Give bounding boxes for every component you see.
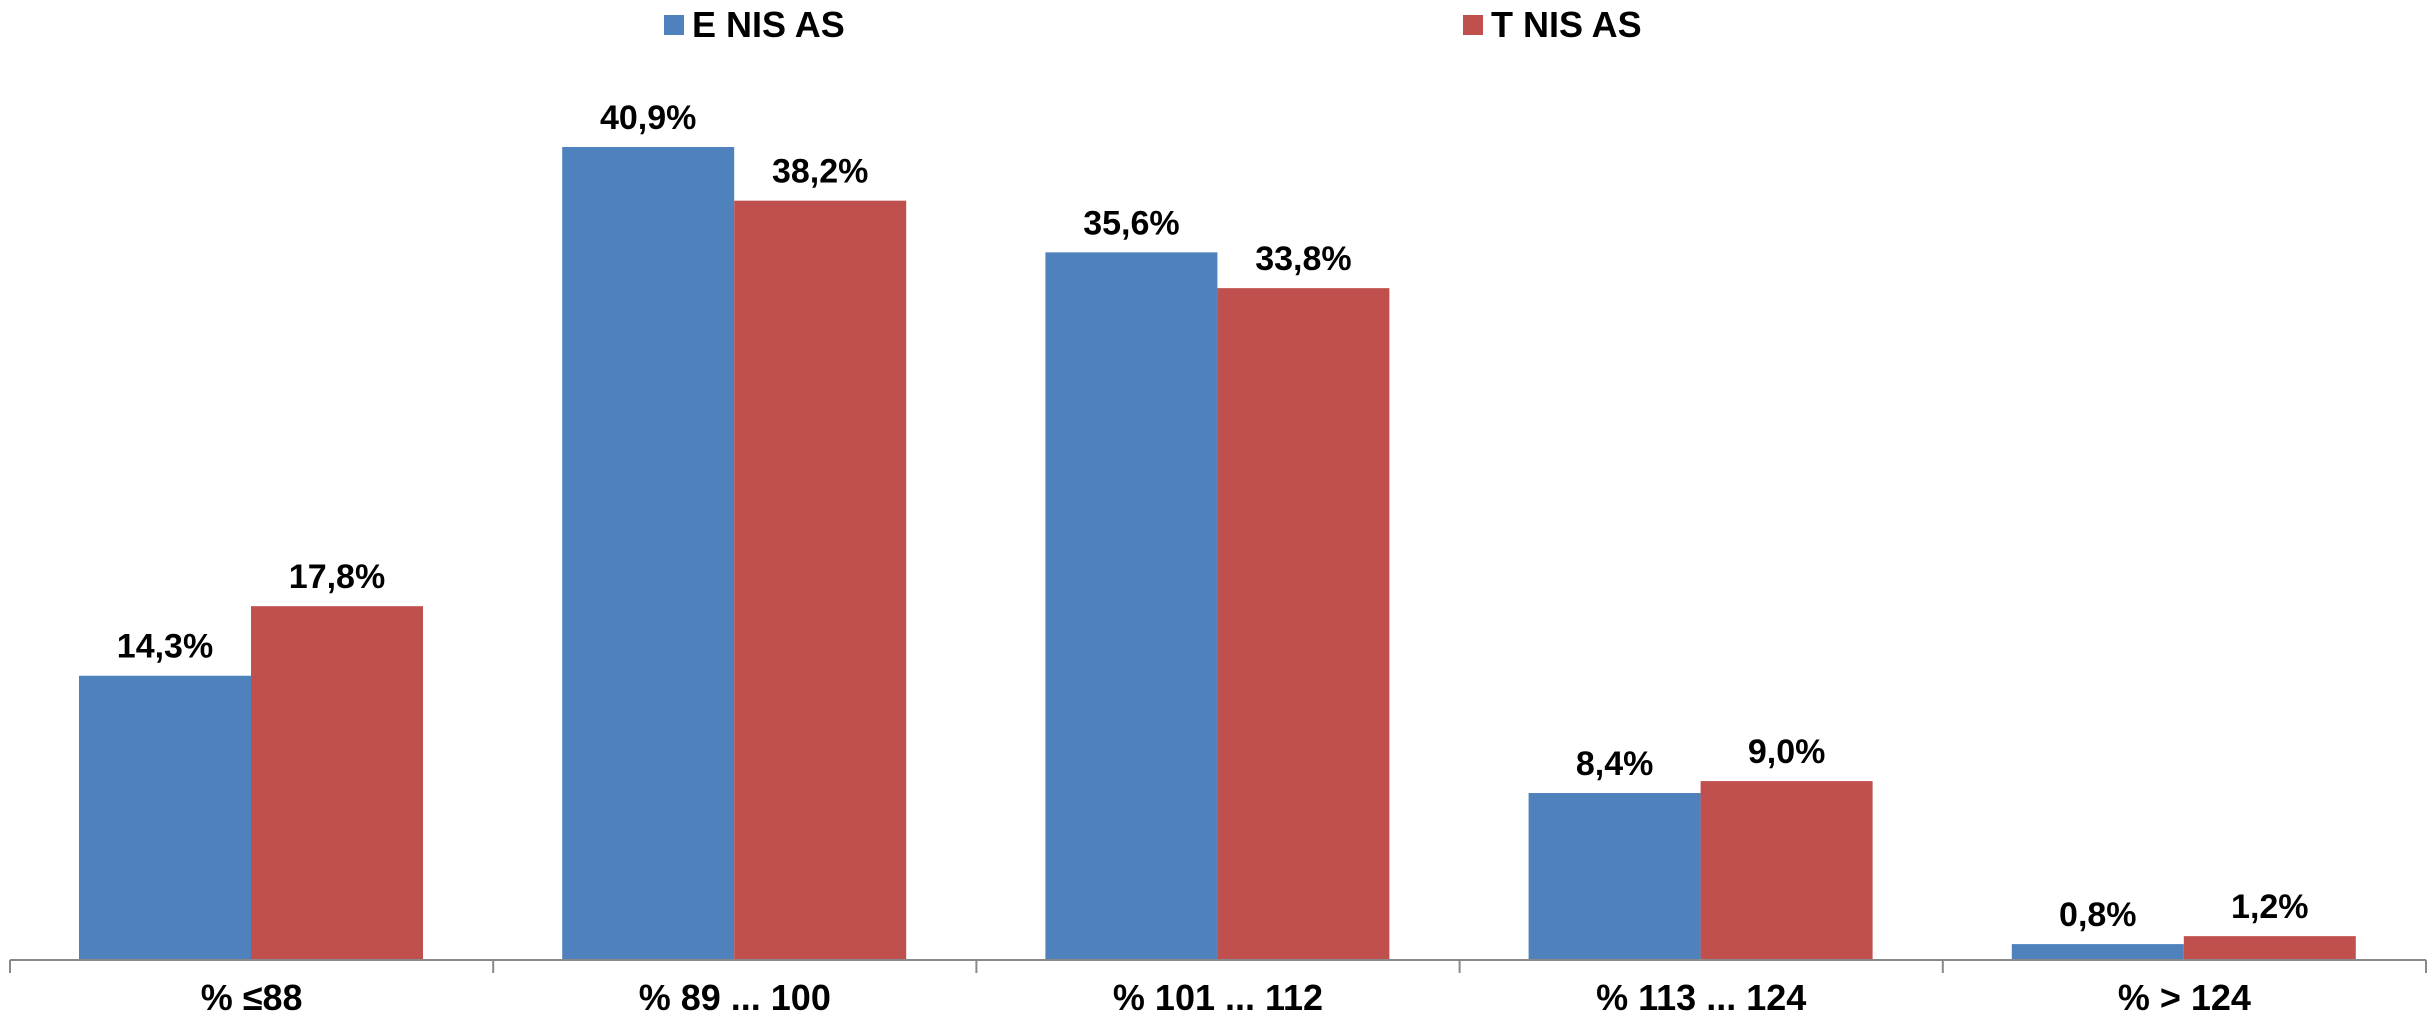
data-label-1-5: 0,8%	[2059, 896, 2137, 934]
x-tick-label-4: % 113 ... 124	[1596, 977, 1806, 1018]
x-tick-label-1: % ≤88	[201, 977, 303, 1018]
data-label-1-3: 35,6%	[1083, 204, 1179, 242]
data-label-1-1: 14,3%	[117, 628, 213, 666]
bar-1-1	[79, 675, 251, 960]
legend-item-series-2: T NIS AS	[1463, 4, 1642, 46]
data-label-1-2: 40,9%	[600, 99, 696, 137]
bar-2-1	[251, 606, 423, 960]
x-tick-label-2: % 89 ... 100	[639, 977, 831, 1018]
data-label-2-3: 33,8%	[1255, 240, 1351, 278]
data-label-2-4: 9,0%	[1748, 733, 1826, 771]
legend-swatch-series-2	[1463, 15, 1483, 35]
bar-1-3	[1045, 252, 1218, 961]
legend-swatch-series-1	[664, 15, 684, 35]
data-label-2-5: 1,2%	[2231, 888, 2309, 926]
bar-1-2	[562, 147, 735, 960]
chart-legend: E NIS AS T NIS AS	[0, 0, 2430, 50]
bar-1-5	[2011, 944, 2184, 960]
legend-item-series-1: E NIS AS	[664, 4, 845, 46]
data-label-2-2: 38,2%	[772, 153, 868, 191]
bar-2-2	[734, 200, 907, 960]
bar-1-4	[1528, 793, 1701, 960]
data-label-2-1: 17,8%	[289, 558, 385, 596]
bar-2-4	[1700, 781, 1873, 960]
legend-label-series-1: E NIS AS	[692, 4, 845, 45]
data-label-1-4: 8,4%	[1576, 745, 1654, 783]
x-tick-label-5: % > 124	[2118, 977, 2251, 1018]
bar-2-3	[1217, 288, 1390, 960]
legend-label-series-2: T NIS AS	[1491, 4, 1642, 45]
x-tick-label-3: % 101 ... 112	[1113, 977, 1323, 1018]
bar-2-5	[2183, 936, 2356, 960]
